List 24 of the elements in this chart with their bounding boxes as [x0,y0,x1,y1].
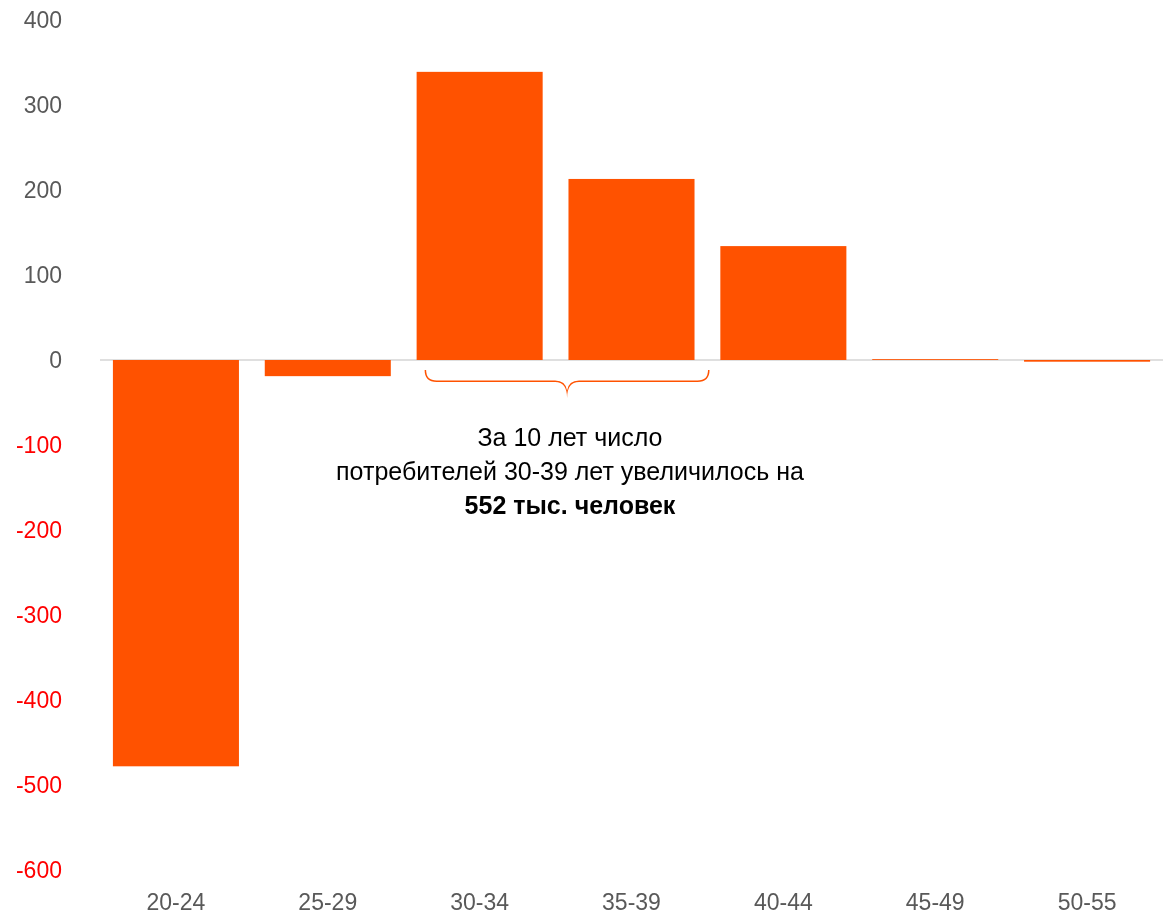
x-tick-label: 45-49 [905,889,965,915]
y-tick-label: 300 [23,92,62,119]
y-tick-label: -400 [15,687,62,714]
bar [416,71,543,360]
y-tick-label: -300 [15,602,62,629]
bar [568,178,695,360]
x-tick-label: 30-34 [450,889,510,915]
x-tick-label: 20-24 [146,889,206,915]
y-tick-label: -500 [15,772,62,799]
y-tick-label: -200 [15,517,62,544]
x-tick-label: 50-55 [1057,889,1117,915]
y-tick-label: -600 [15,857,62,884]
bar [720,246,847,360]
y-tick-label: -100 [15,432,62,459]
x-tick-label: 40-44 [753,889,813,915]
y-tick-label: 0 [49,347,62,374]
x-tick-label: 25-29 [298,889,358,915]
bar [264,360,391,377]
y-tick-label: 100 [23,262,62,289]
y-tick-label: 400 [23,7,62,34]
x-tick-label: 35-39 [602,889,661,915]
y-tick-label: 200 [23,177,62,204]
bar [112,360,239,767]
text: За 10 лет число потребителей 30-39 лет увеличилось на 552 тыс. человек [336,423,804,519]
